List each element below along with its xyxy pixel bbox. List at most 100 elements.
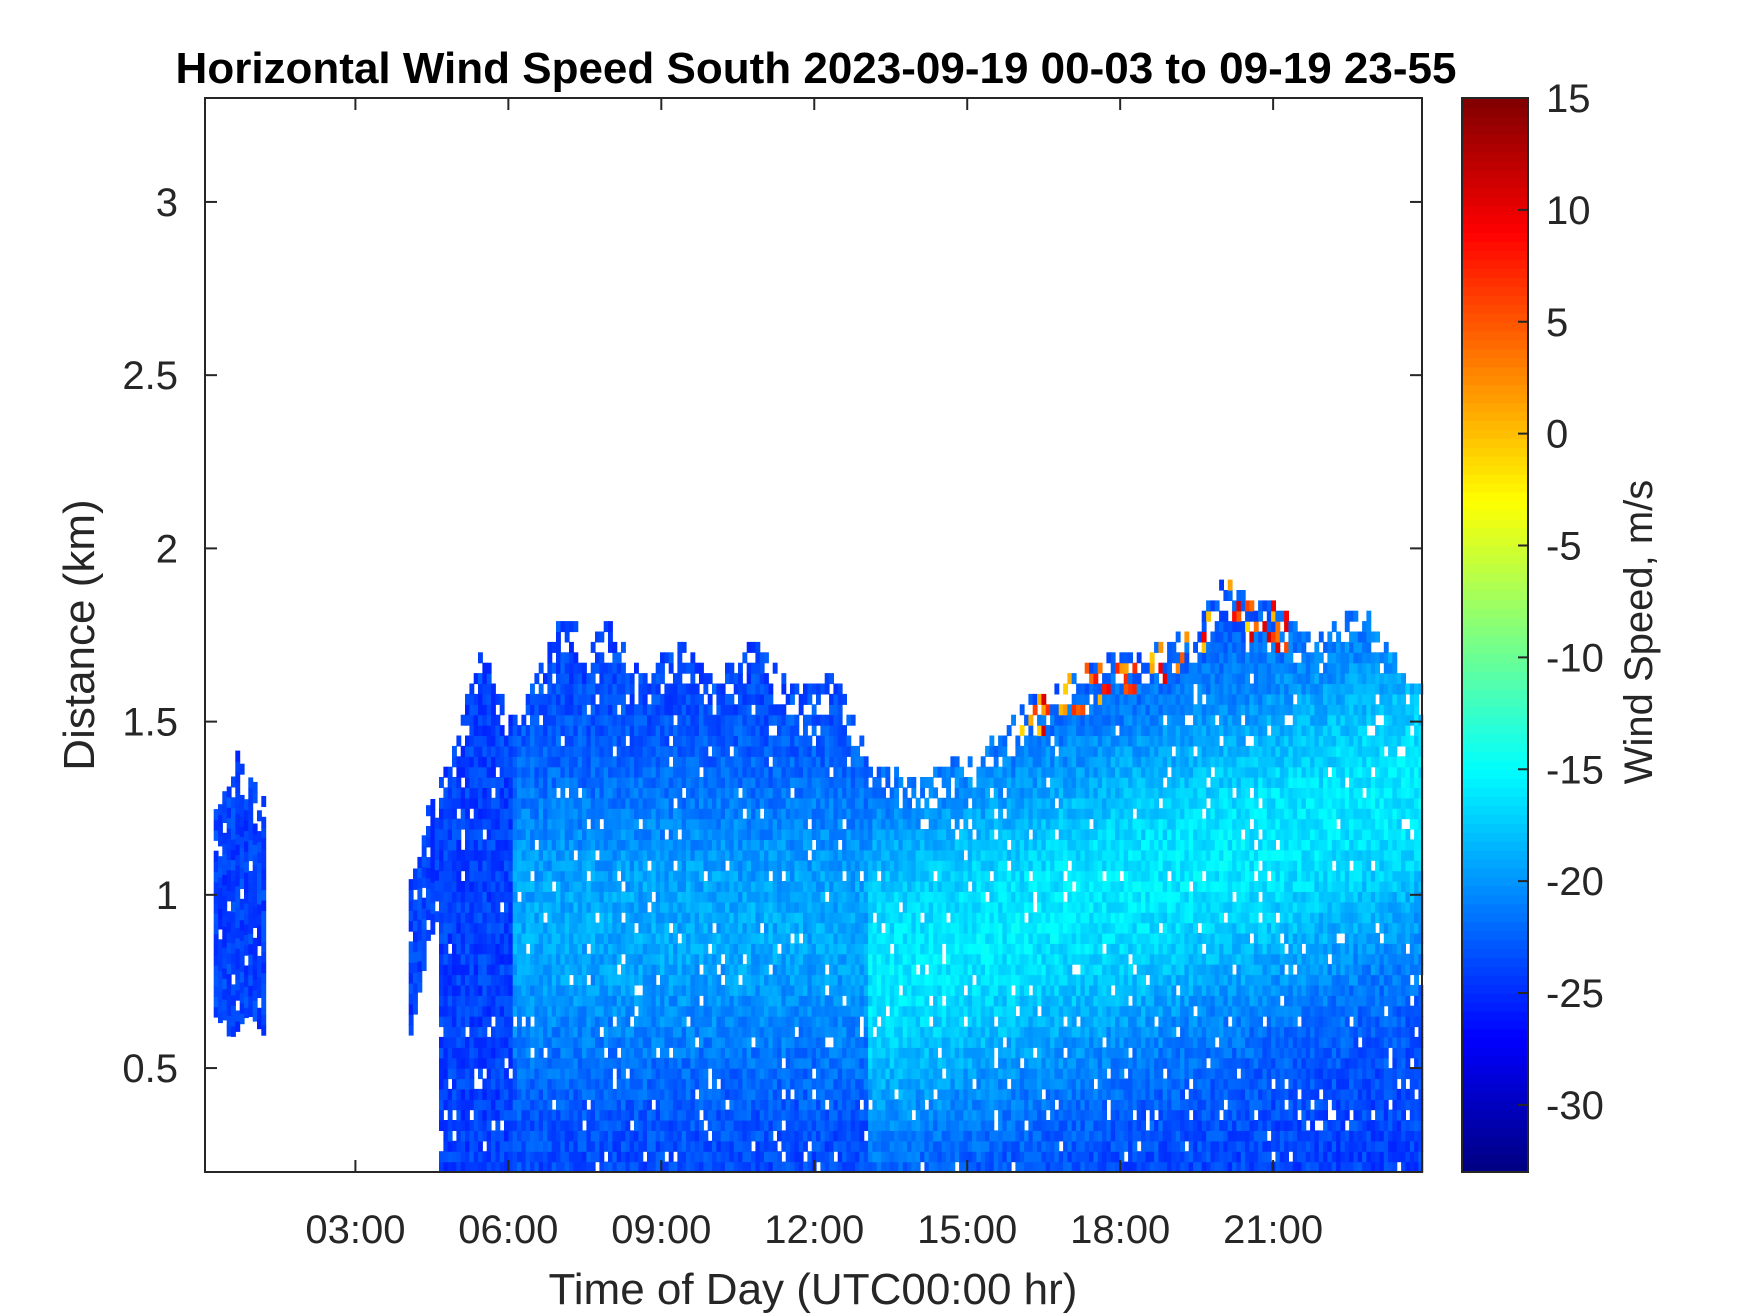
heatmap-cell — [842, 1161, 847, 1173]
heatmap-cell — [729, 1068, 735, 1080]
heatmap-cell — [686, 1057, 691, 1069]
heatmap-cell — [681, 1068, 687, 1080]
heatmap-cell — [655, 1130, 661, 1142]
heatmap-cell — [603, 1140, 609, 1152]
heatmap-cell — [846, 881, 852, 892]
heatmap-cell — [699, 1047, 704, 1059]
heatmap-cell — [612, 1151, 618, 1163]
heatmap-cell — [837, 964, 843, 976]
heatmap-cell — [504, 808, 509, 820]
heatmap-cell — [850, 891, 856, 903]
heatmap-cell — [499, 891, 505, 903]
heatmap-cell — [820, 829, 826, 840]
heatmap-cell — [881, 870, 886, 882]
heatmap-cell — [798, 1140, 804, 1152]
heatmap-cell — [842, 777, 847, 788]
heatmap-cell — [473, 1088, 479, 1100]
heatmap-cell — [681, 932, 687, 944]
heatmap-cell — [452, 943, 457, 955]
heatmap-cell — [452, 901, 457, 913]
heatmap-cell — [837, 912, 843, 924]
heatmap-cell — [660, 704, 665, 716]
heatmap-cell — [486, 1016, 492, 1028]
heatmap-cell — [833, 756, 839, 768]
heatmap-cell — [634, 1057, 639, 1069]
heatmap-cell — [478, 1161, 483, 1173]
heatmap-cell — [803, 808, 808, 820]
heatmap-cell — [547, 995, 553, 1007]
heatmap-cell — [530, 901, 535, 913]
heatmap-cell — [681, 808, 687, 820]
heatmap-cell — [837, 777, 843, 788]
heatmap-cell — [577, 901, 583, 913]
heatmap-cell — [885, 860, 891, 872]
heatmap-cell — [677, 693, 683, 705]
heatmap-cell — [586, 1047, 592, 1059]
heatmap-cell — [534, 964, 540, 976]
heatmap-cell — [573, 787, 579, 799]
heatmap-cell — [586, 1016, 592, 1028]
heatmap-cell — [231, 859, 236, 871]
heatmap-cell — [634, 745, 639, 757]
heatmap-cell — [885, 839, 891, 851]
heatmap-cell — [677, 1140, 683, 1152]
heatmap-cell — [703, 787, 709, 799]
heatmap-cell — [560, 787, 566, 799]
heatmap-cell — [720, 1005, 726, 1017]
heatmap-cell — [439, 1109, 444, 1121]
heatmap-cell — [530, 849, 535, 861]
heatmap-cell — [837, 901, 843, 913]
heatmap-cell — [772, 808, 778, 820]
heatmap-cell — [759, 787, 765, 799]
heatmap-cell — [547, 1109, 553, 1121]
heatmap-cell — [629, 797, 635, 809]
heatmap-cell — [460, 995, 466, 1007]
heatmap-cell — [833, 693, 839, 705]
heatmap-cell — [616, 787, 622, 799]
heatmap-cell — [660, 1057, 665, 1069]
heatmap-cell — [751, 777, 756, 788]
heatmap-cell — [512, 777, 518, 788]
heatmap-cell — [560, 1109, 566, 1121]
heatmap-cell — [452, 1057, 457, 1069]
heatmap-cell — [469, 1120, 475, 1131]
heatmap-cell — [846, 735, 852, 747]
heatmap-cell — [716, 797, 722, 809]
heatmap-cell — [512, 829, 518, 840]
heatmap-cell — [491, 953, 496, 965]
heatmap-cell — [478, 829, 483, 840]
heatmap-cell — [686, 1005, 691, 1017]
heatmap-cell — [673, 1130, 678, 1142]
heatmap-cell — [738, 673, 743, 685]
heatmap-cell — [590, 1016, 596, 1028]
heatmap-cell — [664, 1161, 670, 1173]
heatmap-cell — [868, 912, 873, 924]
heatmap-cell — [499, 766, 505, 778]
heatmap-cell — [642, 1026, 648, 1038]
heatmap-cell — [876, 912, 882, 924]
heatmap-cell — [478, 1120, 483, 1131]
heatmap-cell — [478, 808, 483, 820]
heatmap-cell — [525, 756, 531, 768]
heatmap-cell — [586, 735, 592, 747]
heatmap-cell — [707, 829, 713, 840]
heatmap-cell — [738, 1078, 743, 1090]
heatmap-cell — [751, 1026, 756, 1038]
heatmap-cell — [829, 1109, 834, 1121]
heatmap-cell — [647, 1161, 652, 1173]
heatmap-cell — [478, 818, 483, 830]
heatmap-cell — [439, 818, 444, 830]
heatmap-cell — [517, 922, 522, 934]
heatmap-cell — [465, 704, 470, 716]
heatmap-cell — [417, 856, 423, 868]
heatmap-cell — [712, 1130, 717, 1142]
heatmap-cell — [764, 1068, 769, 1080]
heatmap-cell — [777, 777, 782, 788]
heatmap-cell — [742, 870, 748, 882]
heatmap-cell — [694, 1120, 700, 1131]
heatmap-cell — [469, 818, 475, 830]
heatmap-cell — [785, 1057, 791, 1069]
heatmap-cell — [846, 1026, 852, 1038]
heatmap-cell — [664, 912, 670, 924]
heatmap-cell — [829, 787, 834, 799]
